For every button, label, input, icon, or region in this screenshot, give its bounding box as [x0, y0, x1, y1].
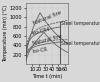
Text: Steel temperature: Steel temperature [61, 41, 100, 46]
Text: Steel temperature: Steel temperature [61, 21, 100, 26]
Text: Iso-CR: Iso-CR [32, 47, 48, 54]
Text: 60: 60 [57, 68, 62, 72]
Y-axis label: Temperature (min) (°C): Temperature (min) (°C) [4, 5, 8, 62]
Text: Natural fire: Natural fire [32, 34, 62, 46]
Text: Iso-CR4: Iso-CR4 [32, 27, 51, 36]
X-axis label: Time t (min): Time t (min) [32, 74, 62, 79]
Text: Natural fire: Natural fire [32, 10, 62, 26]
